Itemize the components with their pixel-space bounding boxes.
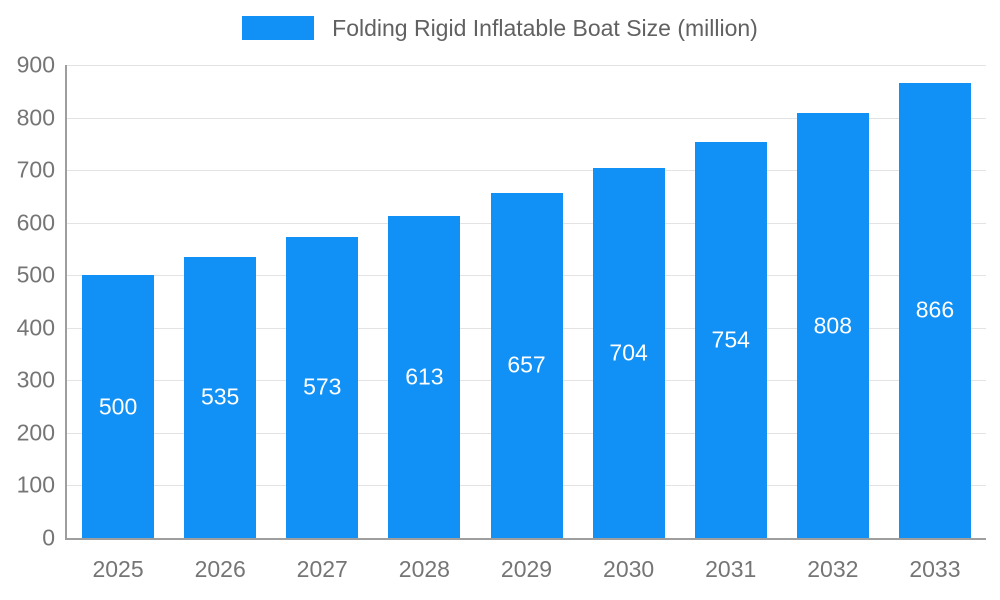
bar-value-label: 613 [405, 363, 444, 390]
x-tick-label: 2031 [705, 556, 757, 582]
gridline [67, 65, 986, 66]
y-tick-label: 600 [16, 209, 55, 236]
gridline [67, 170, 986, 172]
bar-value-label: 573 [303, 373, 342, 400]
y-tick-label: 900 [16, 51, 55, 78]
bar-value-label: 704 [609, 339, 648, 366]
y-tick-label: 400 [16, 314, 55, 341]
x-tick-label: 2029 [500, 556, 553, 582]
x-tick-label: 2028 [398, 556, 450, 582]
bar-2029: 657 [490, 192, 563, 538]
x-tick-label: 2032 [807, 556, 859, 582]
bar-2025: 500 [82, 275, 155, 538]
bar-value-label: 500 [98, 393, 138, 420]
bar-2030: 704 [592, 168, 665, 538]
gridline [67, 117, 986, 119]
bar-2028: 613 [388, 215, 461, 538]
bar-value-label: 808 [813, 312, 853, 339]
bar-value-label: 657 [507, 351, 546, 378]
bar-2032: 808 [796, 113, 869, 538]
legend-swatch [242, 16, 315, 40]
y-tick-label: 100 [16, 471, 55, 498]
y-tick-label: 500 [16, 261, 55, 288]
bar-2031: 754 [694, 141, 767, 538]
y-tick-label: 800 [16, 104, 55, 131]
x-tick-label: 2026 [194, 556, 246, 582]
bar-2033: 866 [898, 82, 971, 538]
x-tick-label: 2033 [909, 556, 961, 582]
x-tick-label: 2030 [603, 556, 655, 582]
bar-value-label: 866 [915, 296, 955, 323]
x-tick-label: 2027 [296, 556, 348, 582]
bar-value-label: 535 [200, 383, 240, 410]
legend-label: Folding Rigid Inflatable Boat Size (mill… [332, 14, 758, 41]
legend: Folding Rigid Inflatable Boat Size (mill… [0, 16, 1000, 40]
y-tick-label: 0 [42, 524, 55, 551]
bar-2026: 535 [184, 256, 257, 538]
bar-2027: 573 [286, 236, 359, 538]
y-tick-label: 200 [16, 419, 55, 446]
plot-area: 0 100 200 300 400 500 600 700 800 900 500 2025 535 20… [17, 52, 986, 582]
bar-value-label: 754 [711, 326, 750, 353]
y-tick-label: 300 [16, 366, 55, 393]
y-tick-label: 700 [16, 156, 55, 183]
x-tick-label: 2025 [92, 556, 144, 582]
